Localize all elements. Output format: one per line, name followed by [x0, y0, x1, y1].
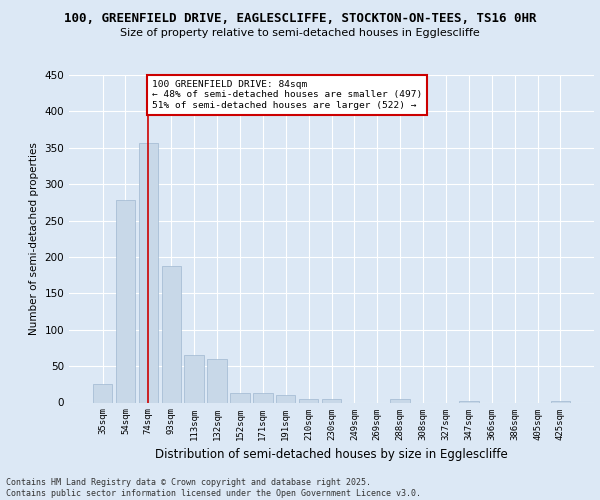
- Bar: [391, 399, 410, 402]
- Bar: [208, 359, 227, 403]
- Bar: [459, 401, 479, 402]
- Bar: [161, 266, 181, 402]
- Bar: [116, 200, 135, 402]
- Bar: [184, 355, 204, 403]
- Bar: [276, 395, 295, 402]
- Text: Size of property relative to semi-detached houses in Egglescliffe: Size of property relative to semi-detach…: [120, 28, 480, 38]
- X-axis label: Distribution of semi-detached houses by size in Egglescliffe: Distribution of semi-detached houses by …: [155, 448, 508, 461]
- Bar: [139, 142, 158, 402]
- Bar: [93, 384, 112, 402]
- Bar: [253, 393, 272, 402]
- Bar: [230, 393, 250, 402]
- Text: 100 GREENFIELD DRIVE: 84sqm
← 48% of semi-detached houses are smaller (497)
51% : 100 GREENFIELD DRIVE: 84sqm ← 48% of sem…: [152, 80, 422, 110]
- Bar: [322, 399, 341, 402]
- Bar: [299, 399, 319, 402]
- Text: Contains HM Land Registry data © Crown copyright and database right 2025.
Contai: Contains HM Land Registry data © Crown c…: [6, 478, 421, 498]
- Text: 100, GREENFIELD DRIVE, EAGLESCLIFFE, STOCKTON-ON-TEES, TS16 0HR: 100, GREENFIELD DRIVE, EAGLESCLIFFE, STO…: [64, 12, 536, 26]
- Bar: [551, 401, 570, 402]
- Y-axis label: Number of semi-detached properties: Number of semi-detached properties: [29, 142, 39, 335]
